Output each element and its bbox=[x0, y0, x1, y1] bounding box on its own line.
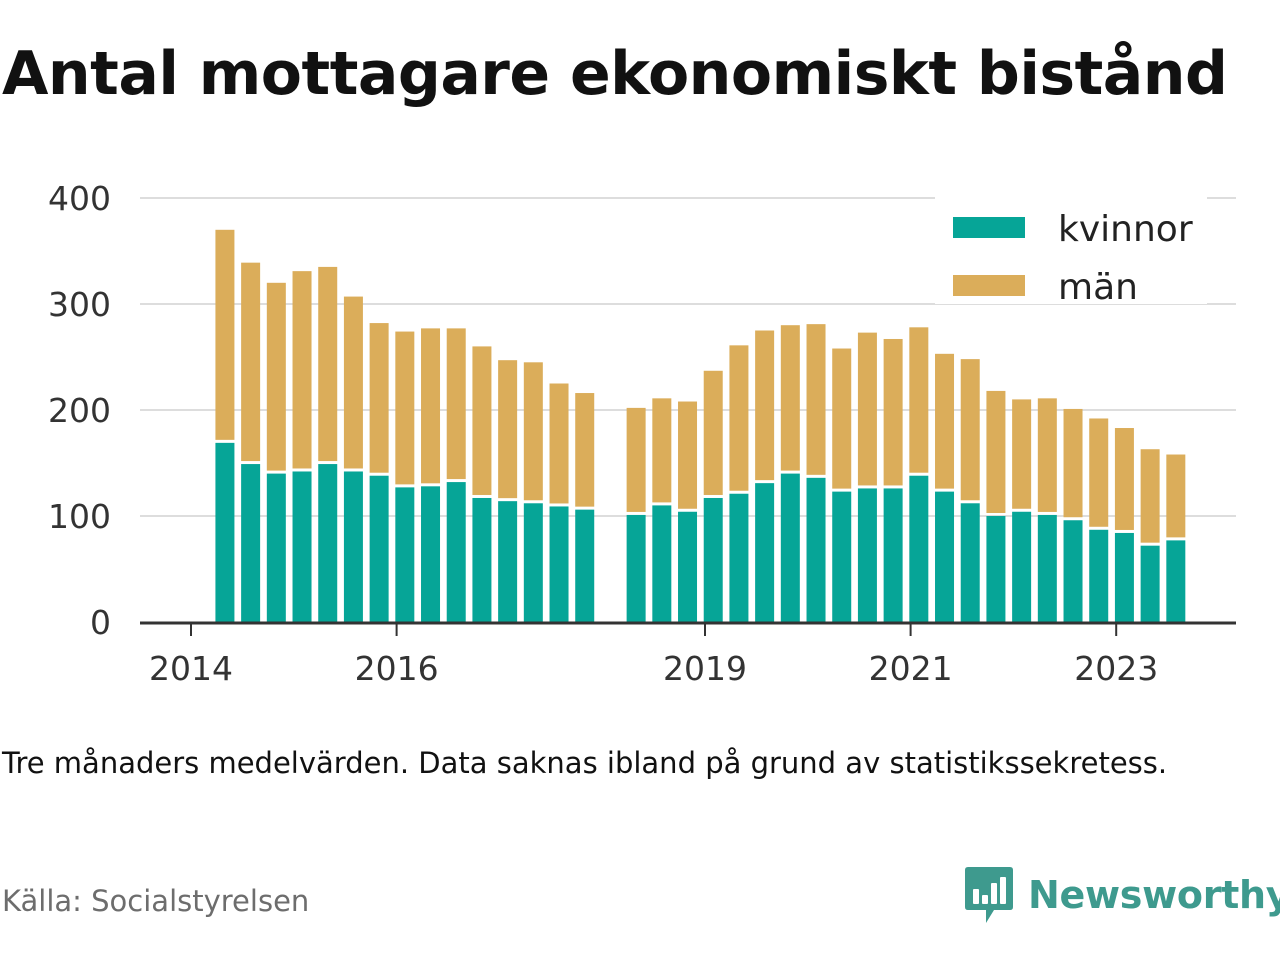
bar-kvinnor bbox=[729, 493, 749, 622]
bar-man bbox=[1063, 408, 1083, 518]
legend: kvinnor män bbox=[935, 196, 1207, 308]
bar-kvinnor bbox=[523, 503, 543, 622]
bar-man bbox=[395, 331, 415, 485]
bar-kvinnor bbox=[857, 488, 877, 622]
legend-swatch-man bbox=[953, 275, 1025, 296]
bar-kvinnor bbox=[755, 483, 775, 622]
bar-kvinnor bbox=[1037, 514, 1057, 622]
x-tick-label: 2023 bbox=[1074, 649, 1158, 688]
bar-kvinnor bbox=[678, 511, 698, 622]
bar-man bbox=[1089, 418, 1109, 527]
bar-kvinnor bbox=[1114, 532, 1134, 622]
bar-man bbox=[523, 362, 543, 501]
bar-kvinnor bbox=[395, 487, 415, 622]
bar-man bbox=[292, 271, 312, 469]
bar-man bbox=[909, 327, 929, 473]
bar-kvinnor bbox=[1089, 529, 1109, 622]
bar-man bbox=[703, 370, 723, 495]
bar-man bbox=[755, 330, 775, 481]
bar-man bbox=[369, 323, 389, 473]
bar-kvinnor bbox=[549, 506, 569, 622]
bar-kvinnor bbox=[472, 497, 492, 622]
bar-kvinnor bbox=[960, 503, 980, 622]
newsworthy-chart-bubble-icon bbox=[965, 867, 1013, 923]
chart-title: Antal mottagare ekonomiskt bistånd bbox=[2, 39, 1228, 109]
bar-kvinnor bbox=[498, 501, 518, 622]
legend-label-man: män bbox=[1058, 267, 1138, 308]
bar-kvinnor bbox=[215, 442, 235, 622]
brand-name: Newsworthy bbox=[1028, 873, 1280, 917]
stacked-bar-chart: 0 100 200 300 400 2014 2016 2019 2021 2023 kvinn… bbox=[48, 179, 1236, 688]
bar-man bbox=[241, 262, 261, 462]
y-tick-label: 0 bbox=[90, 603, 111, 642]
bar-man bbox=[729, 345, 749, 491]
bar-kvinnor bbox=[241, 464, 261, 622]
bar-man bbox=[678, 401, 698, 509]
bar-kvinnor bbox=[421, 486, 441, 622]
bar-kvinnor bbox=[343, 471, 363, 622]
bar-man bbox=[806, 324, 826, 475]
bar-man bbox=[446, 328, 466, 480]
bar-kvinnor bbox=[369, 475, 389, 622]
bar-kvinnor bbox=[446, 482, 466, 622]
source-credit: Källa: Socialstyrelsen bbox=[2, 884, 310, 918]
legend-label-kvinnor: kvinnor bbox=[1058, 209, 1193, 250]
bar-kvinnor bbox=[575, 509, 595, 622]
bar-kvinnor bbox=[266, 473, 286, 622]
bar-kvinnor bbox=[703, 497, 723, 622]
bar-man bbox=[652, 398, 672, 503]
legend-swatch-kvinnor bbox=[953, 217, 1025, 238]
bars bbox=[215, 229, 1186, 622]
bar-man bbox=[960, 359, 980, 501]
bar-kvinnor bbox=[292, 471, 312, 622]
bar-man bbox=[421, 328, 441, 484]
y-tick-label: 400 bbox=[48, 179, 111, 218]
x-tick-label: 2019 bbox=[663, 649, 747, 688]
bar-man bbox=[935, 353, 955, 489]
x-tick-label: 2016 bbox=[355, 649, 439, 688]
brand-logo: Newsworthy bbox=[964, 864, 1280, 926]
bar-man bbox=[343, 296, 363, 469]
bar-kvinnor bbox=[806, 477, 826, 622]
bar-man bbox=[780, 325, 800, 471]
bar-kvinnor bbox=[986, 516, 1006, 622]
x-tick-label: 2014 bbox=[149, 649, 233, 688]
bar-man bbox=[832, 348, 852, 489]
bar-man bbox=[1012, 399, 1032, 509]
bar-kvinnor bbox=[626, 514, 646, 622]
bar-kvinnor bbox=[1166, 540, 1186, 622]
bar-man bbox=[883, 338, 903, 486]
bar-kvinnor bbox=[935, 491, 955, 622]
y-tick-label: 300 bbox=[48, 285, 111, 324]
bar-man bbox=[472, 346, 492, 495]
bar-kvinnor bbox=[832, 491, 852, 622]
bar-man bbox=[549, 383, 569, 504]
bar-man bbox=[857, 332, 877, 486]
bar-man bbox=[318, 266, 338, 462]
bar-man bbox=[266, 282, 286, 471]
bar-kvinnor bbox=[780, 473, 800, 622]
bar-kvinnor bbox=[909, 475, 929, 622]
bar-man bbox=[1166, 454, 1186, 538]
y-tick-label: 100 bbox=[48, 497, 111, 536]
bar-kvinnor bbox=[1140, 545, 1160, 622]
x-tick-label: 2021 bbox=[869, 649, 953, 688]
bar-kvinnor bbox=[652, 505, 672, 622]
y-tick-label: 200 bbox=[48, 391, 111, 430]
bar-man bbox=[215, 229, 235, 440]
bar-man bbox=[626, 407, 646, 512]
bar-man bbox=[1140, 449, 1160, 543]
bar-man bbox=[1114, 428, 1134, 530]
x-axis: 2014 2016 2019 2021 2023 bbox=[140, 621, 1236, 688]
bar-man bbox=[498, 360, 518, 499]
bar-kvinnor bbox=[318, 464, 338, 622]
chart-note: Tre månaders medelvärden. Data saknas ib… bbox=[2, 746, 1168, 780]
bar-man bbox=[986, 390, 1006, 513]
bar-kvinnor bbox=[1012, 511, 1032, 622]
bar-man bbox=[575, 393, 595, 507]
bar-kvinnor bbox=[883, 488, 903, 622]
y-axis-tick-labels: 0 100 200 300 400 bbox=[48, 179, 111, 642]
bar-man bbox=[1037, 398, 1057, 512]
bar-kvinnor bbox=[1063, 520, 1083, 622]
